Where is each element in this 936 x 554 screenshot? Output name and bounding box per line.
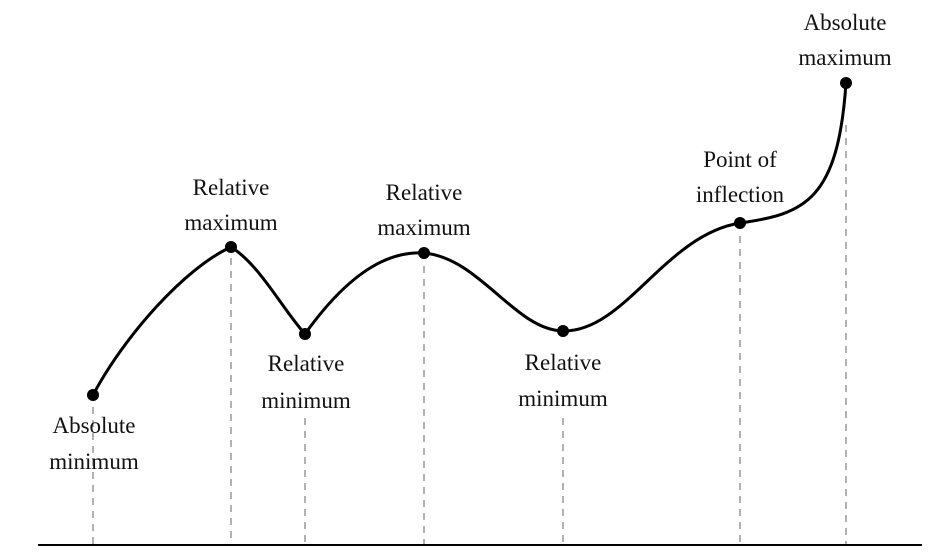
label-relative-maximum-1-line2: maximum	[184, 210, 277, 235]
label-absolute-minimum-line1: Absolute	[52, 413, 135, 438]
label-relative-minimum-1-line1: Relative	[268, 351, 345, 376]
point-relative-minimum-1	[299, 328, 311, 340]
label-relative-minimum-2-line1: Relative	[525, 350, 602, 375]
point-point-of-inflection	[734, 217, 746, 229]
curve-points	[87, 77, 852, 401]
label-point-of-inflection-line1: Point of	[703, 147, 777, 172]
point-relative-maximum-1	[225, 241, 237, 253]
label-point-of-inflection-line2: inflection	[696, 182, 785, 207]
label-relative-minimum-1-line2: minimum	[261, 388, 351, 413]
point-absolute-maximum	[840, 77, 852, 89]
guide-lines	[92, 125, 847, 544]
labels: Absolute minimum Relative maximum Relati…	[49, 10, 891, 474]
label-relative-minimum-2-line2: minimum	[518, 386, 608, 411]
label-relative-maximum-2-line1: Relative	[386, 180, 463, 205]
label-absolute-maximum-line2: maximum	[798, 45, 891, 70]
label-relative-maximum-1-line1: Relative	[193, 175, 270, 200]
label-relative-maximum-2-line2: maximum	[377, 215, 470, 240]
label-absolute-minimum-line2: minimum	[49, 449, 139, 474]
point-relative-maximum-2	[418, 247, 430, 259]
point-relative-minimum-2	[557, 325, 569, 337]
label-absolute-maximum-line1: Absolute	[803, 10, 886, 35]
point-absolute-minimum	[87, 389, 99, 401]
